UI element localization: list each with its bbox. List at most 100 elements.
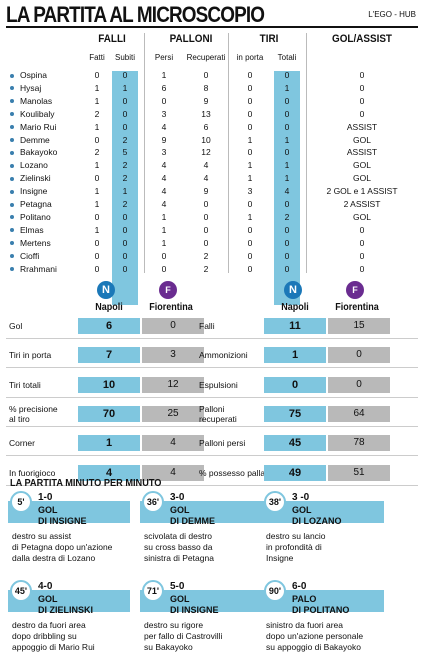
table-row: Insigne 1 1 4 9 3 4 2 GOL e 1 ASSIST — [6, 185, 418, 198]
subheader-persi: Persi — [154, 53, 174, 62]
cell-subiti: 2 — [122, 134, 128, 145]
goal-banner — [262, 501, 384, 523]
player-name: Demme — [20, 134, 50, 145]
cell-gol-assist: GOL — [353, 134, 371, 145]
cell-in-porta: 0 — [247, 199, 253, 209]
goal-description-line: destro su assist — [12, 531, 72, 541]
cell-fatti: 0 — [94, 263, 100, 274]
goal-description: sinistro da fuori area dopo un'azione per… — [266, 620, 382, 653]
bullet-icon — [10, 138, 14, 142]
comparison-label: % precisione al tiro — [9, 404, 58, 424]
cell-in-porta: 1 — [247, 173, 253, 184]
cell-persi: 1 — [161, 70, 167, 80]
goal-description-line: appoggio di Mario Rui — [12, 642, 95, 652]
home-value: 1 — [264, 347, 326, 364]
comparison-label-line: Tiri totali — [9, 379, 41, 390]
table-row: Rrahmani 0 0 0 2 0 0 0 — [6, 263, 418, 276]
goal-description: destro su rigore per fallo di Castrovilli… — [144, 620, 260, 653]
goal-description: scivolata di destro su cross basso da sini… — [144, 531, 260, 564]
cell-subiti: 1 — [122, 186, 128, 197]
comparison-label: Falli — [199, 321, 215, 331]
away-value: 78 — [328, 435, 390, 452]
comparison-label-line: Corner — [9, 438, 35, 449]
cell-persi: 0 — [161, 250, 167, 261]
table-row: Hysaj 1 1 6 8 0 1 0 — [6, 82, 418, 95]
goal-description: destro da fuori area dopo dribbling su app… — [12, 620, 128, 653]
table-row: Elmas 1 0 1 0 0 0 0 — [6, 224, 418, 237]
home-value: 75 — [264, 405, 326, 422]
goal-description-line: su cross basso da — [144, 542, 213, 552]
group-header-gol-assist: GOL/ASSIST — [332, 33, 392, 45]
subheader-subiti: Subiti — [114, 53, 135, 62]
away-value: 0 — [142, 318, 204, 334]
cell-totali: 0 — [284, 121, 290, 132]
cell-in-porta: 1 — [247, 134, 253, 145]
goal-banner — [140, 590, 262, 612]
cell-fatti: 1 — [94, 186, 100, 197]
cell-recuperati: 10 — [201, 134, 211, 145]
goal-description-line: sinistro da fuori area — [266, 620, 344, 630]
goal-type: GOL — [38, 505, 58, 515]
cell-persi: 4 — [161, 160, 167, 171]
cell-subiti: 1 — [122, 82, 128, 93]
cell-totali: 0 — [284, 224, 290, 235]
comparison-label-line: Palloni — [199, 403, 225, 414]
home-value: 49 — [264, 464, 326, 481]
team-away-label: Fiorentina — [335, 302, 379, 313]
player-name: Lozano — [20, 160, 48, 171]
cell-persi: 9 — [161, 134, 167, 145]
goal-description-line: Insigne — [266, 553, 294, 563]
cell-fatti: 0 — [94, 134, 100, 145]
cell-in-porta: 0 — [247, 108, 253, 119]
comparison-label: Palloni persi — [199, 438, 245, 448]
comparison-label: Espulsioni — [199, 380, 238, 390]
goal-description-line: su Bakayoko — [144, 642, 193, 652]
goal-score: 3-0 — [170, 492, 185, 503]
cell-in-porta: 0 — [247, 70, 253, 80]
cell-gol-assist: GOL — [353, 160, 371, 171]
comparison-label: Corner — [9, 438, 35, 448]
header: LA PARTITA AL MICROSCOPIO L'EGO - HUB — [6, 4, 418, 28]
cell-fatti: 1 — [94, 199, 100, 209]
cell-totali: 0 — [284, 250, 290, 261]
team-home-label: Napoli — [95, 302, 123, 313]
goal-banner — [262, 590, 384, 612]
comparison-row: Tiri in porta 7 3 — [6, 342, 204, 369]
goal-description-line: di Petagna dopo un'azione — [12, 542, 113, 552]
group-header-falli: FALLI — [98, 33, 126, 45]
goal-description-line: scivolata di destro — [144, 531, 213, 541]
cell-gol-assist: 0 — [359, 82, 365, 93]
fiorentina-crest-icon: F — [159, 281, 177, 299]
goal-description-line: in profondità di — [266, 542, 322, 552]
cell-fatti: 1 — [94, 95, 100, 106]
team-away-label: Fiorentina — [149, 302, 193, 313]
goal-minute: 45' — [10, 580, 32, 602]
cell-in-porta: 0 — [247, 224, 253, 235]
goals-section-title: LA PARTITA MINUTO PER MINUTO — [10, 478, 162, 489]
goal-scorer: DI POLITANO — [292, 605, 350, 615]
goal-minute: 71' — [142, 580, 164, 602]
goal-description-line: su appoggio di Bakayoko — [266, 642, 361, 652]
cell-persi: 1 — [161, 237, 167, 248]
bullet-icon — [10, 99, 14, 104]
table-row: Petagna 1 2 4 0 0 0 2 ASSIST — [6, 198, 418, 211]
cell-subiti: 0 — [122, 263, 128, 274]
comparison-row: % possesso palla 49 51 — [196, 460, 418, 486]
away-value: 12 — [142, 376, 204, 393]
cell-fatti: 0 — [94, 237, 100, 248]
player-name: Elmas — [20, 224, 44, 235]
bullet-icon — [10, 163, 14, 168]
away-value: 0 — [328, 347, 390, 364]
bullet-icon — [10, 215, 14, 220]
cell-subiti: 0 — [122, 237, 128, 248]
cell-fatti: 1 — [94, 160, 100, 171]
goal-score: 4-0 — [38, 581, 53, 592]
player-name: Manolas — [20, 95, 53, 106]
cell-subiti: 2 — [122, 160, 128, 171]
bullet-icon — [10, 73, 14, 78]
cell-totali: 0 — [284, 70, 290, 80]
goal-description-line: per fallo di Castrovilli — [144, 631, 223, 641]
cell-totali: 0 — [284, 199, 290, 209]
home-value: 0 — [264, 376, 326, 393]
comparison-row: Espulsioni 0 0 — [196, 372, 418, 398]
